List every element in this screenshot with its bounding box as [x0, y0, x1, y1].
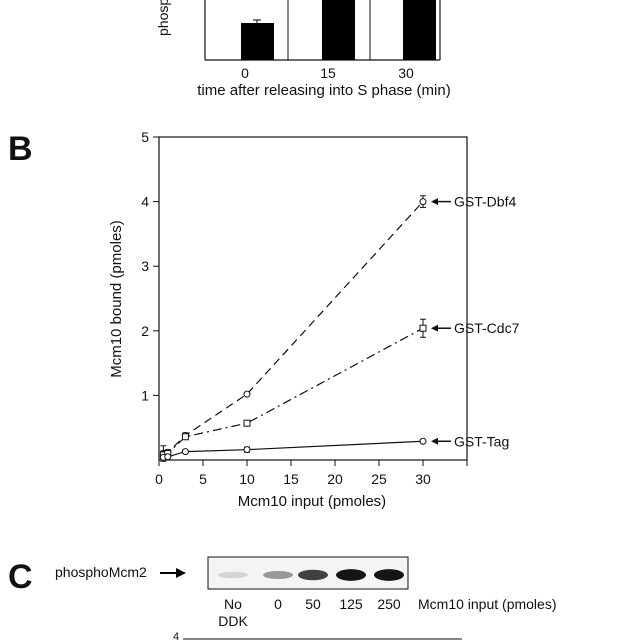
panel-a-bar-0 [241, 23, 274, 60]
blot-band [374, 569, 404, 581]
x-tick-label: 30 [415, 471, 431, 487]
x-tick-label: 20 [327, 471, 343, 487]
series-arrowhead-gst-dbf4 [431, 198, 438, 206]
blot-band [336, 569, 366, 581]
lane-label: 250 [377, 596, 401, 612]
x-tick-label: 15 [283, 471, 299, 487]
x-tick-label: 25 [371, 471, 387, 487]
band-arrow [160, 568, 186, 578]
panel-a-bar-30 [403, 0, 436, 60]
point-gst-tag [181, 448, 189, 456]
panel-b-plot: 0 5 10 15 20 25 30 1 2 3 4 5 GST-Dbf4 GST-Cdc7 GST-Tag [141, 129, 519, 487]
y-tick-label: 2 [141, 323, 149, 339]
panel-a-tick-30: 30 [398, 65, 414, 81]
panel-a-tick-15: 15 [320, 65, 336, 81]
y-tick-label: 4 [141, 194, 149, 210]
panel-a-tick-0: 0 [241, 65, 249, 81]
blot-bands [218, 569, 404, 581]
point-gst-cdc7 [181, 433, 189, 441]
lane-label: 50 [305, 596, 321, 612]
blot-band [298, 569, 328, 581]
panel-a-bar-15 [322, 0, 355, 60]
lane-label: No [224, 596, 242, 612]
point-gst-tag [243, 446, 251, 454]
point-gst-cdc7 [419, 324, 427, 332]
series-line-gst-dbf4 [163, 201, 424, 455]
panel-b-letter: B [8, 130, 33, 168]
y-tick-label: 1 [141, 387, 149, 403]
next-panel-axis-tick: 4 [173, 631, 179, 640]
series-arrowhead-gst-tag [431, 437, 438, 445]
panel-a: phosp 0 15 30 time after releasing into … [155, 0, 451, 99]
band-label: phosphoMcm2 [55, 564, 147, 580]
plot-frame [158, 136, 468, 461]
y-tick-label: 3 [141, 258, 149, 274]
panel-a-ylabel-fragment: phosp [155, 0, 171, 36]
point-gst-cdc7 [243, 419, 251, 427]
panel-b-ylabel: Mcm10 bound (pmoles) [108, 220, 125, 378]
series-label-gst-cdc7: GST-Cdc7 [454, 320, 520, 336]
series-label-gst-dbf4: GST-Dbf4 [454, 194, 516, 210]
series-arrowhead-gst-cdc7 [431, 324, 438, 332]
series-line-gst-tag [163, 440, 424, 459]
lane-label: 0 [274, 596, 282, 612]
series-label-gst-tag: GST-Tag [454, 433, 509, 449]
y-tick-label: 5 [141, 129, 149, 145]
blot-band [218, 571, 248, 579]
panel-a-xlabel: time after releasing into S phase (min) [197, 82, 450, 99]
lane-label: DDK [218, 613, 248, 629]
panel-b: B 0 5 10 15 20 25 30 1 2 3 4 5 GST-Dbf4 GST-Cdc7 GST-T… [8, 129, 520, 510]
x-tick-label: 10 [239, 471, 255, 487]
blot-axis-caption: Mcm10 input (pmoles) [418, 596, 557, 612]
blot-band [263, 570, 293, 580]
x-tick-label: 5 [199, 471, 207, 487]
point-gst-tag [419, 437, 427, 445]
point-gst-tag [164, 453, 172, 461]
series-line-gst-cdc7 [163, 327, 424, 456]
point-gst-dbf4 [419, 198, 427, 206]
x-tick-label: 0 [155, 471, 163, 487]
lane-label: 125 [339, 596, 363, 612]
panel-c-letter: C [8, 558, 33, 596]
panel-b-xlabel: Mcm10 input (pmoles) [238, 493, 386, 510]
point-gst-dbf4 [243, 390, 251, 398]
